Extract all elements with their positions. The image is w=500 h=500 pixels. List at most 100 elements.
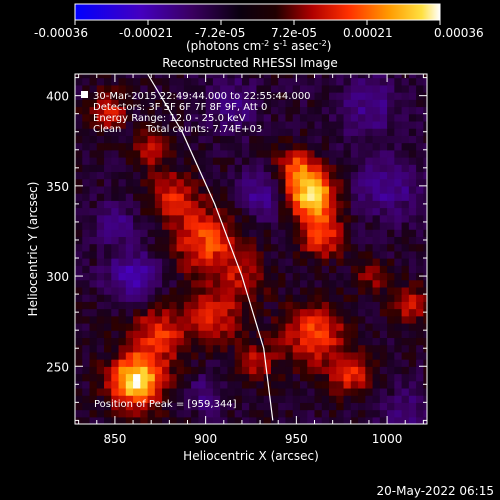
heatmap-cell [423,120,427,129]
heatmap-cell [205,416,214,424]
heatmap-cell [249,214,258,223]
heatmap-cell [191,120,199,129]
heatmap-cell [321,366,330,375]
heatmap-cell [358,279,366,288]
heatmap-cell [387,416,395,424]
heatmap-cell [104,106,112,115]
heatmap-cell [89,171,98,180]
heatmap-cell [162,322,170,331]
heatmap-cell [350,221,359,230]
heatmap-cell [314,387,323,396]
heatmap-cell [125,113,134,122]
heatmap-cell [365,337,374,346]
heatmap-cell [307,337,316,346]
heatmap-cell [125,106,134,115]
heatmap-cell [234,221,243,230]
heatmap-cell [394,221,403,230]
heatmap-cell [270,272,279,281]
heatmap-cell [321,308,330,317]
heatmap-cell [176,402,185,411]
heatmap-cell [358,106,366,115]
heatmap-cell [198,120,207,129]
heatmap-cell [278,308,287,317]
heatmap-cell [365,135,374,144]
heatmap-cell [220,92,229,100]
heatmap-cell [104,113,112,122]
heatmap-cell [169,344,178,353]
heatmap-cell [227,106,236,115]
heatmap-cell [96,286,105,295]
heatmap-cell [423,395,427,403]
heatmap-cell [365,214,374,223]
heatmap-cell [379,200,388,209]
heatmap-cell [198,142,207,151]
heatmap-cell [104,395,112,403]
heatmap-cell [358,265,366,274]
heatmap-cell [372,272,381,281]
heatmap-cell [162,409,170,418]
heatmap-cell [140,229,149,237]
heatmap-cell [125,200,134,209]
heatmap-cell [169,185,178,194]
heatmap-cell [307,416,316,424]
heatmap-cell [227,294,236,302]
heatmap-cell [372,308,381,317]
heatmap-cell [183,308,192,317]
heatmap-cell [227,229,236,237]
heatmap-cell [292,84,301,93]
heatmap-cell [89,322,98,331]
heatmap-cell [176,99,185,108]
heatmap-cell [241,221,250,230]
heatmap-cell [256,366,265,375]
heatmap-cell [162,193,170,201]
heatmap-cell [162,171,170,180]
heatmap-cell [89,380,98,389]
heatmap-cell [299,402,308,411]
heatmap-cell [379,258,388,266]
heatmap-cell [336,236,345,245]
heatmap-cell [358,128,366,136]
heatmap-cell [212,243,221,252]
heatmap-cell [104,77,112,86]
heatmap-cell [212,74,221,79]
heatmap-cell [96,243,105,252]
heatmap-cell [350,185,359,194]
heatmap-cell [299,359,308,367]
heatmap-cell [176,178,185,187]
heatmap-cell [133,77,141,86]
heatmap-cell [169,193,178,201]
heatmap-cell [147,171,156,180]
heatmap-cell [358,113,366,122]
heatmap-cell [379,243,388,252]
heatmap-cell [350,366,359,375]
heatmap-cell [350,200,359,209]
heatmap-cell [299,380,308,389]
heatmap-cell [205,258,214,266]
heatmap-cell [183,106,192,115]
heatmap-cell [263,366,272,375]
heatmap-cell [401,171,410,180]
heatmap-cell [270,279,279,288]
heatmap-cell [401,294,410,302]
heatmap-cell [104,322,112,331]
heatmap-cell [220,178,229,187]
heatmap-cell [292,387,301,396]
heatmap-cell [285,315,294,324]
heatmap-cell [96,171,105,180]
heatmap-cell [401,99,410,108]
heatmap-cell [299,207,308,216]
heatmap-cell [89,395,98,403]
heatmap-cell [387,74,395,79]
heatmap-cell [140,258,149,266]
heatmap-cell [263,200,272,209]
heatmap-cell [111,106,120,115]
heatmap-cell [278,243,287,252]
heatmap-cell [241,178,250,187]
heatmap-cell [198,258,207,266]
heatmap-cell [358,236,366,245]
heatmap-cell [227,200,236,209]
heatmap-cell [133,221,141,230]
heatmap-cell [249,366,258,375]
heatmap-cell [89,236,98,245]
heatmap-cell [191,301,199,310]
